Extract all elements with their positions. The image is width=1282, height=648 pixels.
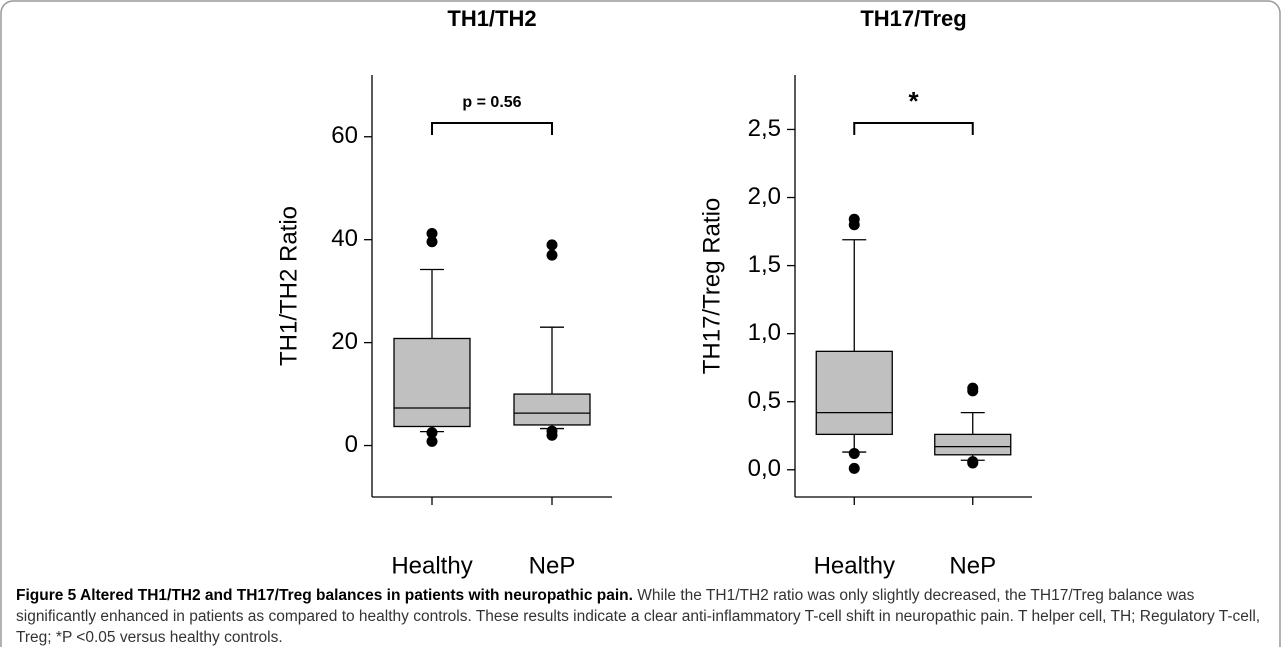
- outlier: [426, 435, 438, 447]
- outlier: [546, 249, 558, 261]
- bracket: [853, 122, 974, 135]
- y-tick-label: 20: [331, 328, 358, 355]
- x-tick-label: Healthy: [391, 552, 472, 579]
- caption-text: While the TH1/TH2 ratio was only slightl…: [16, 587, 1261, 646]
- y-tick-label: 0,5: [748, 387, 781, 414]
- outlier: [848, 462, 860, 474]
- box: [513, 393, 591, 426]
- annotation: p = 0.56: [462, 94, 521, 111]
- outlier: [848, 219, 860, 231]
- outlier: [426, 228, 438, 240]
- y-tick-label: 0: [345, 431, 358, 458]
- box: [815, 350, 893, 436]
- box: [393, 337, 471, 428]
- y-tick-label: 2,5: [748, 115, 781, 142]
- box: [934, 433, 1012, 456]
- y-tick-label: 0,0: [748, 455, 781, 482]
- caption: Figure 5 Altered TH1/TH2 and TH17/Treg b…: [16, 585, 1261, 648]
- y-tick-label: 40: [331, 225, 358, 252]
- y-tick-label: 2,0: [748, 183, 781, 210]
- y-tick-label: 1,0: [748, 319, 781, 346]
- caption-title: Figure 5 Altered TH1/TH2 and TH17/Treg b…: [16, 587, 633, 604]
- y-axis-label: TH1/TH2 Ratio: [275, 206, 302, 366]
- chart-title: TH1/TH2: [447, 6, 536, 31]
- outlier: [848, 447, 860, 459]
- x-tick-label: NeP: [529, 552, 576, 579]
- outlier: [426, 236, 438, 248]
- outlier: [967, 385, 979, 397]
- y-tick-label: 1,5: [748, 251, 781, 278]
- chart-title: TH17/Treg: [860, 6, 966, 31]
- y-tick-label: 60: [331, 122, 358, 149]
- outlier: [546, 429, 558, 441]
- x-tick-label: NeP: [949, 552, 996, 579]
- outlier: [967, 457, 979, 469]
- y-axis-label: TH17/Treg Ratio: [698, 198, 725, 375]
- annotation: *: [908, 86, 919, 116]
- outlier: [426, 427, 438, 439]
- outlier: [546, 239, 558, 251]
- bracket: [431, 122, 553, 135]
- x-tick-label: Healthy: [814, 552, 895, 579]
